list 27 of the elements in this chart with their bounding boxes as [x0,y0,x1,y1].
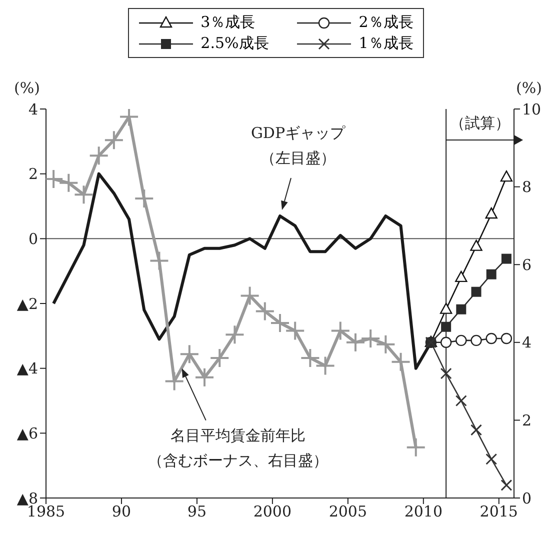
x-tick-label: 2015 [480,502,518,521]
x-tick-label: 90 [112,502,132,521]
y2-tick-label: 2 [522,412,532,430]
legend-label: 1％成長 [358,34,414,53]
x-tick-label: 2005 [328,502,368,521]
annotation: GDPギャップ（左目盛） [250,124,346,167]
ref-line-label: （試算） [450,114,510,132]
y2-tick-label: 8 [522,178,532,196]
y-tick-label: 4 [28,100,38,118]
y2-axis-title: (%) [516,79,542,97]
legend-label: 2％成長 [358,13,414,32]
y-tick-label: 2 [28,165,38,184]
x-tick-label: 2010 [404,502,443,521]
y-tick-label: ▲6 [16,424,38,442]
annotation: 名目平均賃金前年比（含むボーナス、右目盛） [148,426,328,470]
y2-tick-label: 4 [522,334,532,352]
y-tick-label: 0 [28,230,38,248]
legend-label: 3％成長 [200,13,256,32]
y2-tick-label: 6 [522,256,532,274]
y2-tick-label: 10 [522,100,542,118]
y2-tick-label: 0 [522,489,532,508]
x-tick-label: 95 [187,502,207,521]
legend-label: 2.5%成長 [200,34,269,53]
y-axis-title: (%) [14,79,40,97]
y-tick-label: ▲2 [16,294,38,313]
y-tick-label: ▲4 [16,360,38,378]
x-tick-label: 2000 [253,502,292,521]
